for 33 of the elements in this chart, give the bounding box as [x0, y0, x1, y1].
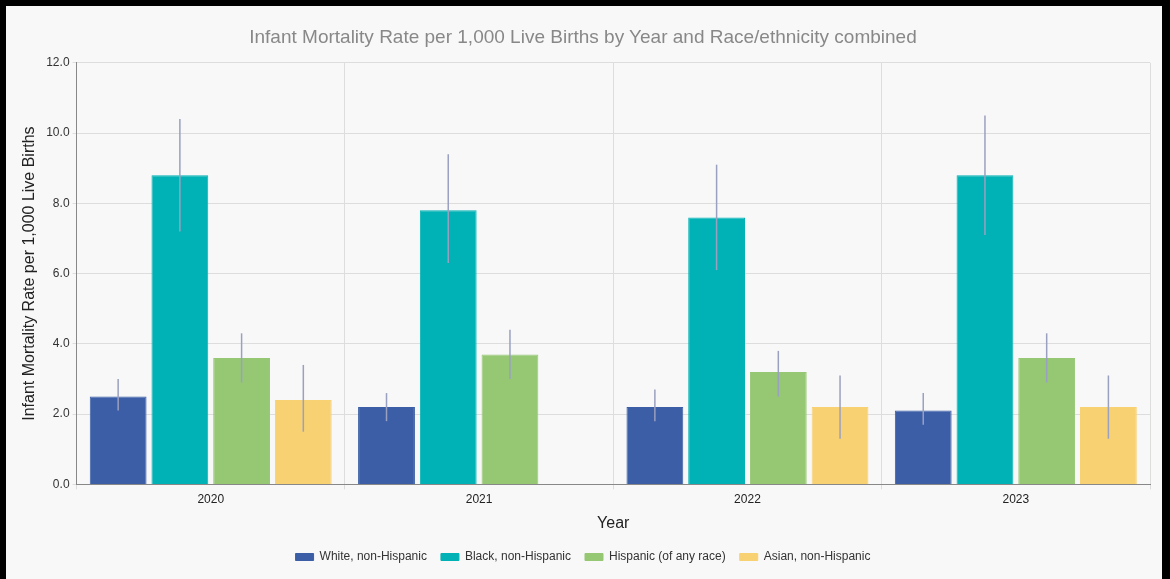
- y-tick-label: 12.0: [46, 55, 70, 70]
- legend-label: Asian, non-Hispanic: [763, 549, 871, 564]
- bar: [749, 371, 807, 484]
- y-tick-label: 8.0: [52, 195, 70, 210]
- y-axis-title: Infant Mortality Rate per 1,000 Live Births: [20, 126, 38, 421]
- legend-label: Hispanic (of any race): [609, 549, 726, 564]
- bar: [481, 354, 539, 484]
- bar: [811, 407, 869, 484]
- y-tick-label: 0.0: [52, 476, 70, 491]
- legend-label: Black, non-Hispanic: [464, 549, 572, 564]
- bar: [274, 400, 332, 484]
- bar: [626, 407, 684, 484]
- x-tick-label: 2023: [1002, 491, 1030, 506]
- bar: [358, 407, 415, 484]
- bar: [419, 210, 477, 484]
- bar: [213, 357, 270, 484]
- y-tick-label: 2.0: [52, 406, 70, 421]
- bar: [688, 217, 745, 484]
- bar: [89, 396, 147, 484]
- x-tick-label: 2022: [734, 491, 762, 506]
- y-tick-label: 4.0: [52, 336, 70, 351]
- x-tick-label: 2020: [197, 491, 225, 506]
- bar: [1018, 357, 1076, 484]
- y-tick-label: 10.0: [46, 125, 70, 140]
- bar: [956, 175, 1014, 484]
- legend-label: White, non-Hispanic: [319, 549, 427, 564]
- bar: [151, 175, 209, 484]
- bar: [894, 410, 952, 484]
- bar: [1080, 407, 1137, 484]
- chart-title: Infant Mortality Rate per 1,000 Live Births by Year and Race/ethnicity combined: [249, 25, 917, 47]
- x-tick-label: 2021: [465, 491, 493, 506]
- x-axis-title: Year: [597, 513, 631, 531]
- y-tick-label: 6.0: [52, 265, 70, 280]
